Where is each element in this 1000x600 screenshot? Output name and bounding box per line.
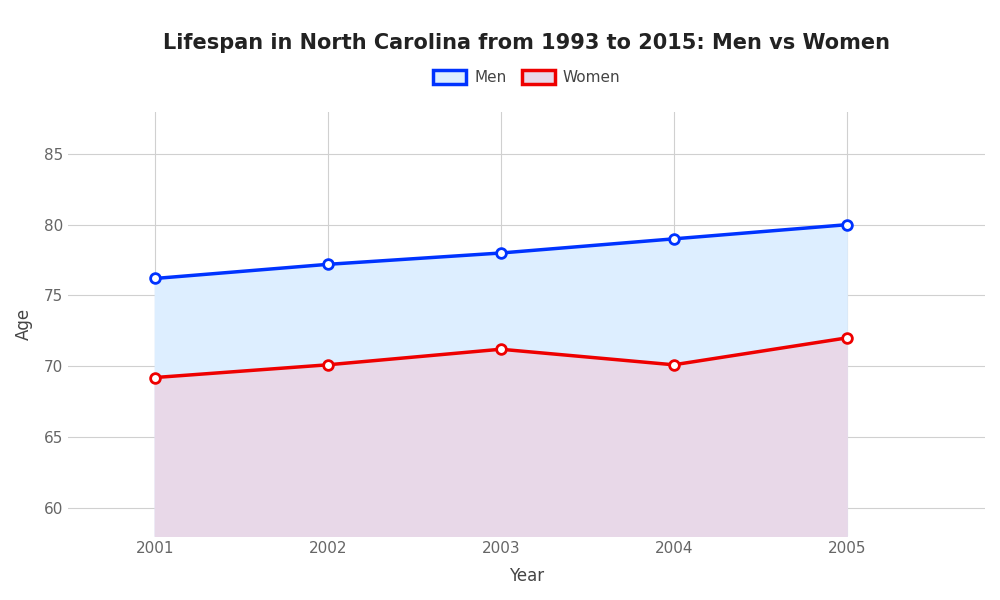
Y-axis label: Age: Age [15,308,33,340]
X-axis label: Year: Year [509,567,544,585]
Title: Lifespan in North Carolina from 1993 to 2015: Men vs Women: Lifespan in North Carolina from 1993 to … [163,33,890,53]
Legend: Men, Women: Men, Women [427,64,627,91]
